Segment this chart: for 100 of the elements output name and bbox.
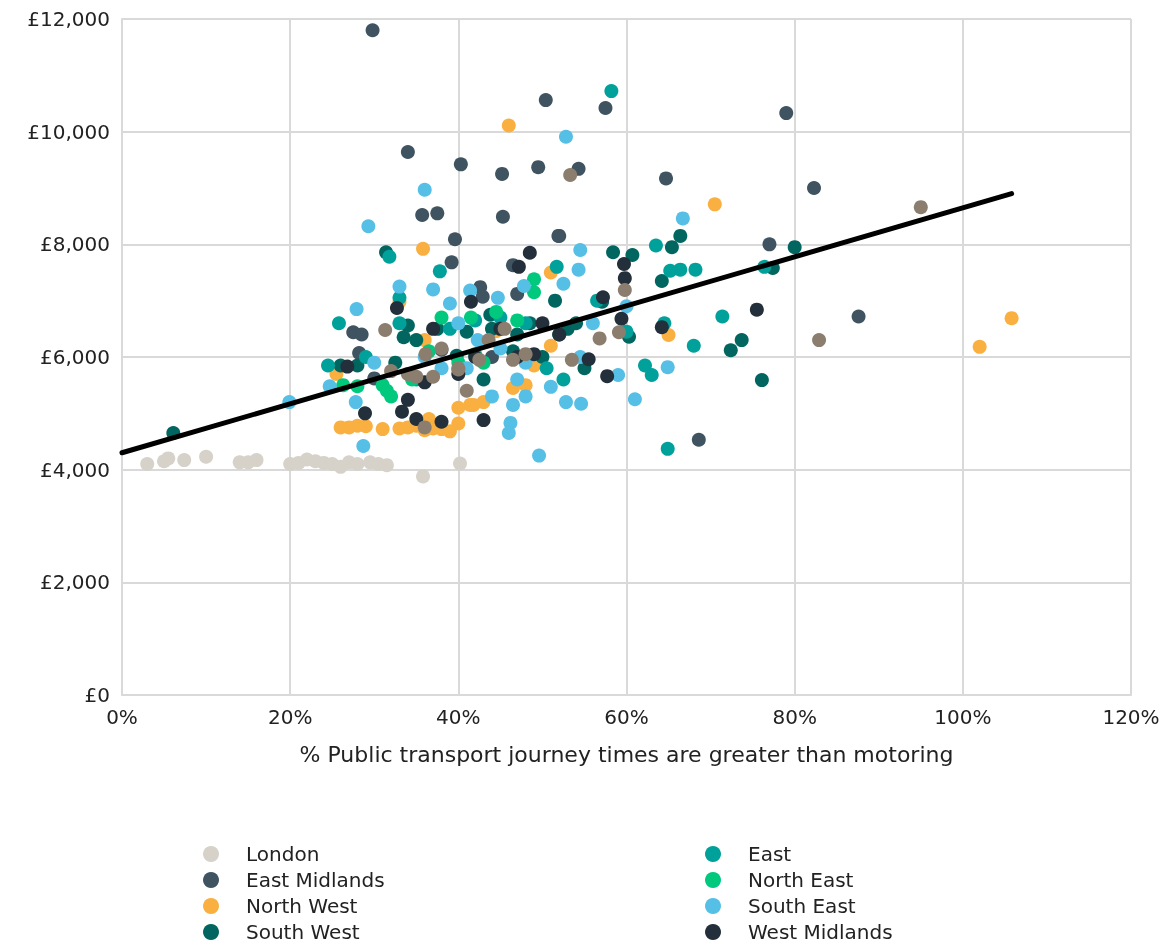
point — [484, 389, 499, 404]
point — [382, 249, 397, 264]
point — [506, 397, 520, 412]
x-tick-label: 0% — [106, 705, 138, 729]
point — [476, 372, 491, 387]
point — [549, 259, 564, 274]
point — [495, 209, 510, 224]
point — [531, 160, 546, 175]
point — [392, 316, 407, 331]
point — [434, 414, 449, 429]
point — [563, 168, 578, 183]
point — [527, 285, 542, 300]
point — [350, 457, 365, 472]
legend-label: East — [748, 842, 792, 866]
point — [416, 241, 431, 256]
point — [556, 276, 571, 291]
point — [723, 343, 738, 358]
point — [660, 360, 675, 375]
legend-label: West Midlands — [748, 920, 893, 944]
point — [1004, 311, 1019, 326]
point — [538, 93, 553, 108]
point — [673, 262, 688, 277]
point — [574, 396, 589, 411]
point — [564, 352, 579, 367]
point — [851, 309, 866, 324]
point — [430, 206, 445, 221]
point — [522, 245, 537, 260]
point — [510, 313, 525, 328]
point — [654, 320, 669, 335]
point — [475, 289, 490, 304]
point — [395, 404, 409, 419]
point — [600, 369, 615, 384]
x-axis-title: % Public transport journey times are greater than motoring — [299, 741, 954, 767]
point — [548, 293, 563, 308]
point — [644, 368, 659, 383]
point — [787, 240, 802, 255]
legend-label: South East — [748, 894, 856, 918]
point — [432, 264, 447, 279]
point — [463, 294, 478, 309]
point — [660, 441, 675, 456]
point — [688, 262, 703, 277]
point — [558, 395, 573, 410]
point — [451, 416, 466, 431]
legend-label: North East — [748, 868, 854, 892]
point — [617, 271, 632, 286]
point — [616, 257, 631, 272]
point — [543, 338, 558, 353]
point — [459, 383, 474, 398]
point — [734, 333, 749, 348]
point — [754, 373, 769, 388]
point — [426, 282, 441, 297]
point — [472, 352, 487, 367]
point — [378, 322, 393, 337]
point — [476, 413, 491, 428]
point — [140, 457, 155, 472]
y-tick-label: £12,000 — [27, 7, 110, 31]
point — [331, 316, 346, 331]
point — [354, 327, 369, 342]
point — [490, 290, 505, 305]
point — [161, 451, 176, 466]
point — [807, 181, 822, 195]
point — [361, 219, 376, 234]
point — [686, 338, 701, 353]
point — [501, 426, 516, 441]
point — [463, 310, 478, 325]
point — [396, 330, 411, 345]
point — [511, 259, 526, 274]
point — [375, 378, 390, 393]
point — [447, 232, 462, 247]
point — [532, 448, 547, 463]
y-tick-label: £8,000 — [40, 232, 110, 257]
point — [913, 200, 928, 215]
point — [365, 23, 380, 38]
x-tick-label: 100% — [934, 705, 992, 729]
point — [510, 372, 525, 387]
point — [715, 309, 730, 324]
point — [426, 369, 441, 384]
point — [389, 300, 404, 315]
x-tick-label: 80% — [772, 705, 817, 729]
point — [506, 352, 520, 367]
point — [518, 389, 533, 404]
x-tick-label: 20% — [267, 705, 313, 729]
point — [367, 355, 382, 370]
y-tick-label: £6,000 — [40, 345, 110, 369]
point — [400, 144, 415, 159]
point — [453, 456, 468, 471]
point — [539, 361, 554, 376]
point — [654, 273, 669, 288]
point — [434, 310, 449, 325]
y-tick-label: £0 — [84, 683, 110, 707]
point — [451, 400, 466, 415]
point — [604, 84, 619, 99]
y-tick-label: £2,000 — [40, 570, 110, 595]
point — [451, 316, 466, 331]
point — [249, 453, 264, 468]
point — [516, 279, 531, 294]
point — [489, 304, 504, 319]
point — [459, 324, 474, 339]
point — [444, 255, 459, 270]
point — [614, 311, 629, 326]
